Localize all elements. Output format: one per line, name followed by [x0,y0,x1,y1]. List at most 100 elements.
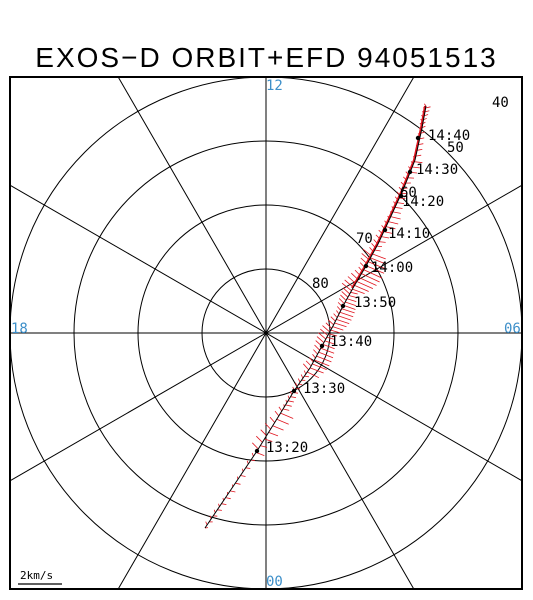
efd-vector [325,322,332,329]
efd-vector [322,325,330,333]
efd-vector [318,332,327,340]
efd-vector [330,329,340,334]
efd-vector [421,125,426,128]
time-label-1420: 14:20 [402,194,444,210]
time-marker [398,193,404,199]
efd-vector [297,378,301,383]
time-label-1440: 14:40 [428,128,470,144]
lat-label-50: 50 [447,140,464,156]
time-label-1320: 13:20 [266,440,308,456]
efd-vector [343,304,356,310]
efd-vector [338,298,345,304]
efd-vector [328,333,338,337]
efd-vector [305,360,312,367]
efd-vector [365,265,385,274]
efd-vector [225,497,231,500]
time-marker [363,263,369,269]
efd-vector [425,106,431,109]
efd-vector [278,406,283,412]
efd-vector [330,316,336,322]
efd-vector [424,110,430,113]
efd-vector [337,315,352,321]
time-marker [382,227,388,233]
time-marker [254,448,260,454]
efd-vector [348,295,357,298]
efd-vector [415,154,422,157]
efd-vector [264,423,271,430]
time-marker [407,169,413,175]
efd-vector [289,391,293,395]
efd-vector [303,363,309,371]
time-label-1350: 13:50 [354,295,396,311]
mlt-label-00: 00 [266,574,283,590]
efd-vector [363,269,383,279]
efd-vector [333,313,338,318]
mlt-label-12: 12 [266,78,283,94]
time-marker [415,135,421,141]
efd-vector [414,161,423,164]
efd-vector [274,410,280,417]
efd-vector [320,347,335,354]
efd-vector [388,221,399,225]
efd-vector [368,261,386,270]
efd-vector [392,211,401,214]
efd-vector [326,336,336,340]
efd-vector [285,404,292,407]
time-marker [291,388,297,394]
time-label-1400: 14:00 [371,260,413,276]
time-label-1410: 14:10 [388,226,430,242]
efd-vector [417,149,423,151]
efd-vector [345,301,357,306]
efd-vector [341,291,349,298]
efd-vector [341,282,352,292]
efd-vector [264,438,273,442]
efd-vector [352,288,365,294]
efd-vector [217,509,222,511]
time-label-1330: 13:30 [303,381,345,397]
time-marker [340,303,346,309]
efd-vector [361,273,380,283]
efd-vector [245,467,251,469]
efd-vector [372,253,386,260]
efd-vector [334,322,347,328]
plot-frame [9,76,523,590]
efd-vector [252,442,259,450]
efd-vector [386,226,396,230]
efd-vector [346,298,357,302]
efd-vector [303,370,307,375]
efd-vector [318,351,334,359]
efd-vector [341,308,355,314]
mlt-radial-line [9,184,523,482]
efd-vector [313,349,318,355]
efd-vector [397,202,405,204]
efd-vector [412,166,420,169]
efd-vector [272,425,284,431]
efd-vector [419,137,425,140]
efd-vector [300,374,304,379]
efd-vector [307,371,320,379]
lat-label-40: 40 [492,95,509,111]
efd-vector [240,475,246,477]
efd-vector [314,359,330,367]
efd-vector [390,216,401,220]
efd-vector [399,197,406,199]
efd-vector [423,103,427,107]
efd-vector [340,294,347,301]
efd-vector [312,353,316,359]
efd-vector [304,375,309,378]
efd-vector [359,277,377,286]
efd-vector [276,418,289,425]
orbit-track [204,105,427,529]
efd-vector [290,396,297,398]
efd-vector [322,344,335,350]
efd-vector [295,388,301,390]
efd-vector [309,367,324,374]
efd-vector [336,306,342,311]
efd-vector [324,340,336,345]
efd-vector [268,432,279,437]
efd-vector [424,114,429,117]
efd-vector [280,412,294,419]
efd-vector [295,382,298,387]
time-label-1340: 13:40 [330,334,372,350]
scale-label: 2km/s [20,569,53,582]
